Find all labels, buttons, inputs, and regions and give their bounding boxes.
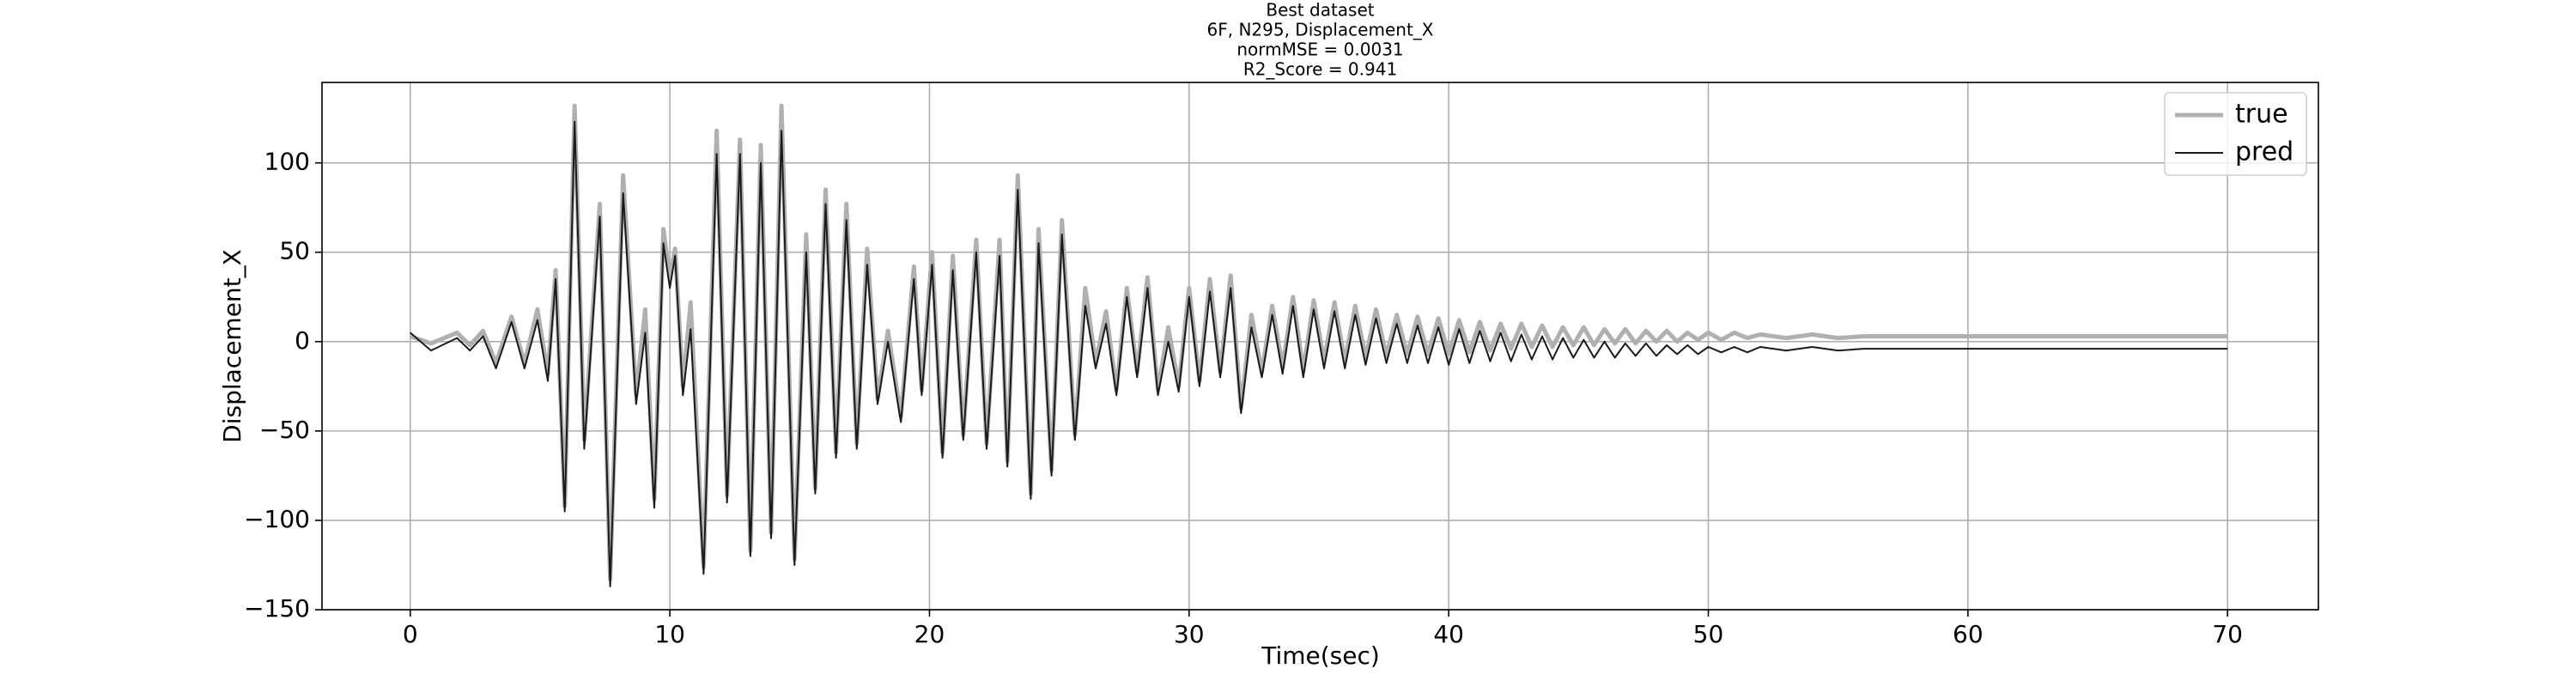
y-tick-label: 0	[295, 326, 310, 355]
x-tick-label: 60	[1953, 620, 1984, 648]
y-tick-label: −50	[259, 416, 310, 444]
y-axis-label: Displacement_X	[218, 249, 246, 443]
line-series	[409, 103, 2228, 582]
line-series	[410, 120, 2228, 587]
x-tick-label: 70	[2212, 620, 2243, 648]
x-tick-label: 50	[1693, 620, 1724, 648]
chart-title: normMSE = 0.0031	[1236, 40, 1403, 60]
chart-title: Best dataset	[1266, 0, 1374, 21]
y-tick-label: −100	[244, 505, 310, 533]
y-tick-label: −150	[244, 594, 310, 623]
x-tick-label: 0	[403, 620, 418, 648]
plot-frame	[321, 82, 2319, 611]
chart-title: 6F, N295, Displacement_X	[1207, 20, 1434, 40]
x-tick-label: 20	[914, 620, 945, 648]
chart-title: R2_Score = 0.941	[1243, 59, 1397, 80]
y-tick-label: 50	[279, 237, 310, 265]
x-tick-label: 30	[1174, 620, 1205, 648]
x-tick-label: 40	[1433, 620, 1464, 648]
y-tick-label: 100	[264, 148, 310, 176]
x-axis-label: Time(sec)	[1261, 641, 1380, 670]
legend-label: true	[2235, 100, 2288, 130]
legend-label: pred	[2235, 137, 2293, 167]
x-tick-label: 10	[654, 620, 685, 648]
